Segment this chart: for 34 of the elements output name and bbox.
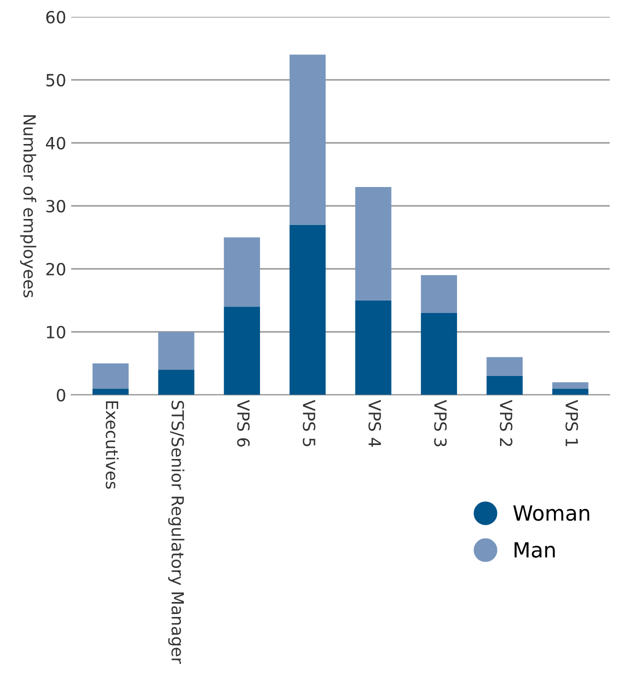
y-tick-label: 40 [46,136,66,150]
bar [355,300,392,395]
x-tick-label: VPS 1 [565,400,578,446]
y-tick-label: 10 [46,326,66,338]
bar [420,312,458,395]
y-tick-label: 20 [46,262,66,276]
x-tick-label: VPS 2 [500,400,512,446]
x-tick-label: Executives [106,401,119,489]
bar [158,332,194,370]
x-tick-label: VPS 4 [368,400,382,447]
bar [224,306,260,395]
y-tick-label: 50 [46,74,66,86]
x-tick-label: STS/Senior Regulatory Manager [168,400,184,664]
y-tick-label: 60 [46,10,66,24]
x-tick-label: VPS 3 [434,400,447,446]
bar [552,388,588,395]
legend-label: Man [514,542,555,558]
bar [92,363,129,389]
bar [355,186,392,300]
bar [552,382,588,389]
bar [486,357,523,376]
bar [92,388,129,395]
bar [290,224,326,395]
y-tick-label: 30 [46,200,66,212]
bar [224,237,260,307]
y-axis-title: Number of employees [20,115,36,298]
bar [486,376,523,395]
legend-label: Woman [513,505,590,521]
bar [158,370,194,395]
y-tick-label: 0 [56,388,66,402]
bar [290,54,326,225]
x-tick-label: VPS 5 [302,400,316,446]
x-tick-label: VPS 6 [237,400,250,447]
bar [420,275,458,313]
